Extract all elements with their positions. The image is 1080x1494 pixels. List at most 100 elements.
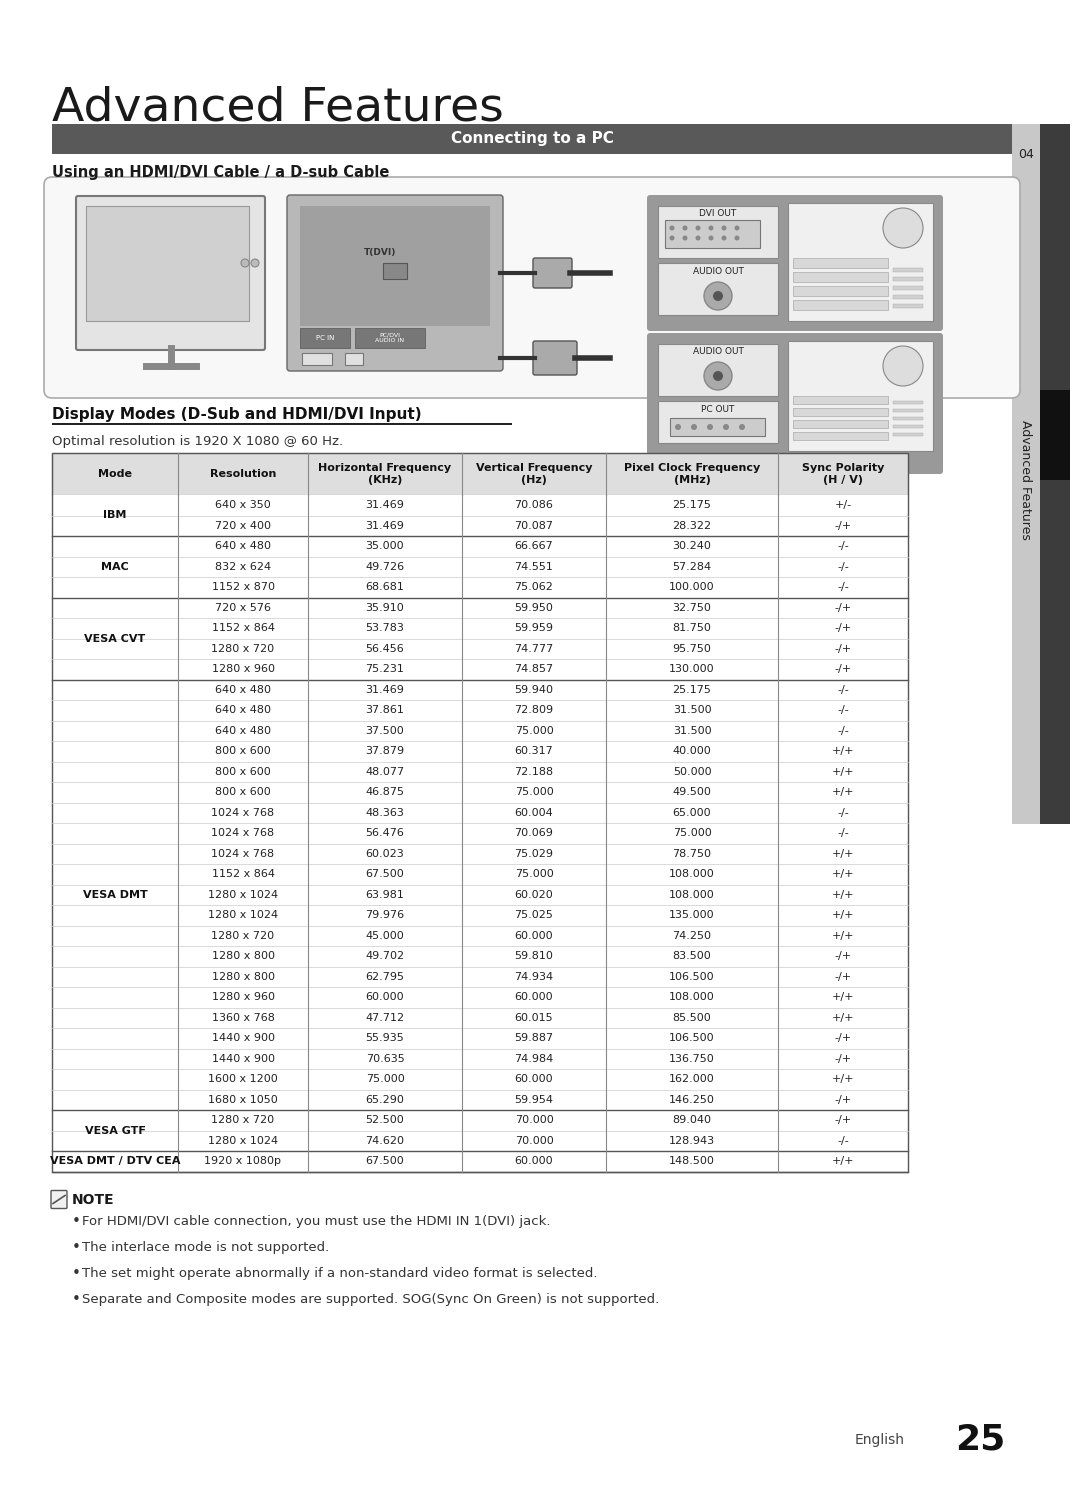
Text: 128.943: 128.943 [669,1135,715,1146]
Text: 25.175: 25.175 [673,684,712,695]
Text: 60.000: 60.000 [366,992,404,1002]
Bar [52,967,908,988]
Circle shape [883,208,923,248]
Bar [52,741,908,762]
Text: Horizontal Frequency: Horizontal Frequency [319,463,451,474]
Text: 130.000: 130.000 [670,665,715,674]
FancyBboxPatch shape [287,196,503,371]
Text: 75.000: 75.000 [515,870,553,880]
Text: 78.750: 78.750 [673,849,712,859]
Bar [52,638,908,659]
Bar [52,884,908,905]
Text: 40.000: 40.000 [673,746,712,756]
Text: 66.667: 66.667 [515,541,553,551]
Bar [52,823,908,844]
Text: •: • [72,1215,81,1230]
Text: IBM: IBM [104,511,126,520]
Circle shape [723,424,729,430]
Text: 720 x 400: 720 x 400 [215,521,271,530]
Bar [793,432,888,441]
Text: 79.976: 79.976 [365,910,405,920]
Text: 74.934: 74.934 [514,971,554,982]
Text: -/+: -/+ [835,971,851,982]
Text: 74.551: 74.551 [514,562,553,572]
Bar [893,433,923,436]
Text: 50.000: 50.000 [673,766,712,777]
Text: PC IN: PC IN [315,335,334,341]
Text: T(DVI): T(DVI) [364,248,396,257]
Text: 1600 x 1200: 1600 x 1200 [208,1074,278,1085]
Bar [793,258,888,267]
Text: 1280 x 960: 1280 x 960 [212,665,274,674]
Text: +/+: +/+ [832,849,854,859]
Bar [1040,390,1070,480]
Circle shape [713,291,723,300]
Bar [52,1070,908,1089]
Text: 640 x 480: 640 x 480 [215,684,271,695]
FancyBboxPatch shape [647,333,943,474]
Text: Pixel Clock Frequency: Pixel Clock Frequency [624,463,760,474]
Text: •: • [72,1292,81,1307]
Bar [52,124,1012,154]
Text: 70.087: 70.087 [514,521,554,530]
Bar [345,353,363,365]
Text: +/+: +/+ [832,746,854,756]
Text: 75.000: 75.000 [515,787,553,798]
Text: Using an HDMI/DVI Cable / a D-sub Cable: Using an HDMI/DVI Cable / a D-sub Cable [52,164,390,179]
Bar [52,556,908,577]
Bar [658,263,778,315]
Bar [893,424,923,427]
Bar [893,417,923,420]
Text: 59.954: 59.954 [514,1095,554,1104]
Text: 04: 04 [1018,148,1034,161]
Text: 75.000: 75.000 [515,726,553,735]
Text: 67.500: 67.500 [366,870,404,880]
Text: 148.500: 148.500 [670,1156,715,1167]
Text: 1280 x 1024: 1280 x 1024 [208,890,278,899]
Bar [52,701,908,720]
Text: 100.000: 100.000 [670,583,715,592]
Text: PC/DVI
AUDIO IN: PC/DVI AUDIO IN [376,333,405,344]
Text: -/+: -/+ [835,1034,851,1043]
Bar [52,1150,908,1171]
Text: 60.015: 60.015 [515,1013,553,1023]
Bar [788,341,933,451]
Bar [52,1049,908,1070]
Text: 640 x 480: 640 x 480 [215,541,271,551]
Text: 31.469: 31.469 [365,684,404,695]
Text: 640 x 480: 640 x 480 [215,726,271,735]
Text: +/+: +/+ [832,870,854,880]
Bar [793,285,888,296]
Text: 25: 25 [955,1422,1005,1457]
Text: 1280 x 720: 1280 x 720 [212,931,274,941]
Text: Resolution: Resolution [210,469,276,480]
Text: 60.000: 60.000 [515,931,553,941]
Text: (KHz): (KHz) [368,475,402,486]
Text: 75.000: 75.000 [673,828,712,838]
Text: MAC: MAC [102,562,129,572]
Text: 1280 x 1024: 1280 x 1024 [208,910,278,920]
Text: +/+: +/+ [832,787,854,798]
Text: 46.875: 46.875 [365,787,405,798]
Bar [300,206,490,326]
Text: -/+: -/+ [835,602,851,613]
Text: 75.062: 75.062 [514,583,553,592]
Bar [658,400,778,444]
Text: (H / V): (H / V) [823,475,863,486]
Bar [893,400,923,403]
Text: +/+: +/+ [832,931,854,941]
Text: Advanced Features: Advanced Features [52,85,503,130]
Text: 59.810: 59.810 [514,952,553,961]
Text: 49.702: 49.702 [365,952,405,961]
Bar [52,515,908,536]
Text: 75.000: 75.000 [366,1074,404,1085]
Text: +/+: +/+ [832,766,854,777]
Text: 1024 x 768: 1024 x 768 [212,808,274,817]
Text: 60.317: 60.317 [515,746,553,756]
Text: 30.240: 30.240 [673,541,712,551]
Text: 1280 x 1024: 1280 x 1024 [208,1135,278,1146]
Text: 720 x 576: 720 x 576 [215,602,271,613]
Text: 1440 x 900: 1440 x 900 [212,1053,274,1064]
Circle shape [683,236,688,241]
Text: 60.020: 60.020 [515,890,553,899]
